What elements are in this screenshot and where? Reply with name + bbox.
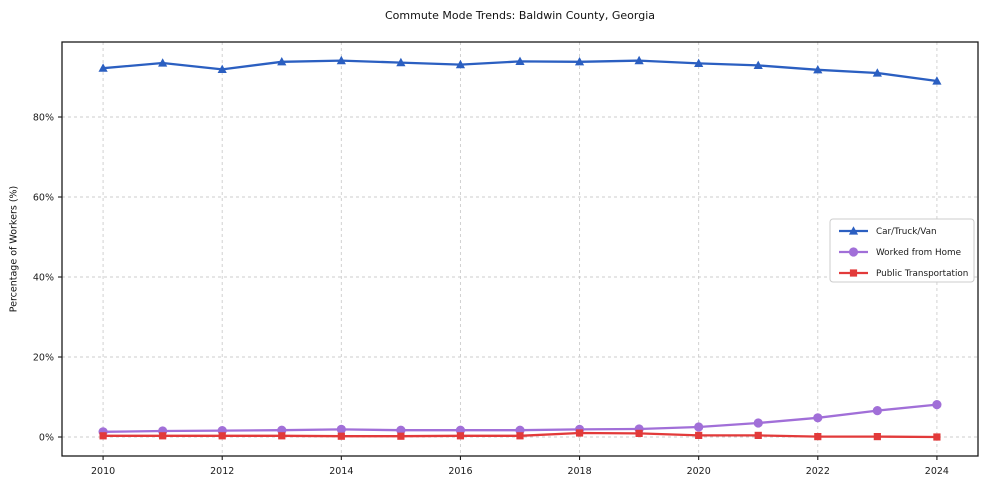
y-tick-label: 60% (33, 192, 54, 203)
legend-item-public-transportation: Public Transportation (839, 269, 968, 279)
x-tick-label: 2018 (567, 466, 591, 477)
data-point-marker (98, 63, 108, 72)
x-tick-labels: 2010 2012 2014 2016 2018 2020 2022 2024 (91, 466, 949, 477)
square-marker-icon (849, 269, 858, 277)
data-point-marker (872, 406, 882, 416)
data-point-marker (218, 432, 226, 440)
data-point-marker (278, 432, 286, 440)
plot-background (62, 42, 978, 456)
legend-label: Car/Truck/Van (876, 227, 937, 237)
data-point-marker (575, 429, 584, 437)
data-point-marker (753, 60, 763, 69)
axes-frame (61, 41, 979, 457)
data-point-marker (814, 433, 822, 441)
y-tick-label: 20% (33, 352, 54, 363)
data-point-marker (932, 76, 942, 85)
data-point-marker (754, 431, 762, 439)
legend: Car/Truck/Van Worked from Home Public Tran… (829, 218, 975, 283)
series-public-transportation (99, 429, 941, 441)
y-tick-labels: 0% 20% 40% 60% 80% (33, 112, 54, 443)
data-point-marker (396, 425, 406, 435)
data-point-marker (695, 431, 703, 439)
x-tick-label: 2012 (210, 466, 234, 477)
data-point-marker (813, 65, 823, 74)
data-point-marker (158, 58, 168, 67)
y-tick-label: 80% (33, 112, 54, 123)
circle-marker-icon (848, 247, 859, 257)
data-point-marker (873, 433, 881, 441)
x-tick-label: 2024 (925, 466, 949, 477)
y-tick-label: 40% (33, 272, 54, 283)
data-point-marker (456, 432, 465, 440)
x-tick-label: 2020 (687, 466, 711, 477)
data-point-marker (516, 432, 524, 440)
data-point-marker (159, 432, 167, 440)
y-tick-label: 0% (39, 432, 54, 443)
data-point-marker (872, 68, 882, 77)
legend-label: Public Transportation (876, 269, 968, 279)
data-point-marker (99, 432, 107, 440)
legend-item-worked-from-home: Worked from Home (839, 247, 961, 258)
x-tick-label: 2016 (448, 466, 472, 477)
data-point-marker (813, 413, 823, 423)
data-point-marker (634, 55, 644, 65)
data-point-marker (396, 57, 406, 67)
data-point-marker (397, 432, 405, 440)
data-point-marker (694, 58, 704, 67)
legend-item-car-truck-van: Car/Truck/Van (839, 226, 937, 237)
triangle-marker-icon (848, 226, 859, 235)
data-point-marker (932, 400, 942, 410)
legend-box (829, 218, 975, 283)
data-point-marker (694, 422, 704, 432)
series-car-truck-van (98, 55, 942, 85)
legend-label: Worked from Home (876, 248, 961, 258)
data-point-marker (635, 429, 643, 437)
data-point-marker (933, 433, 941, 441)
data-point-marker (277, 57, 287, 66)
data-point-marker (337, 432, 345, 440)
x-tick-label: 2010 (91, 466, 115, 477)
chart-title: Commute Mode Trends: Baldwin County, Geo… (384, 9, 656, 22)
data-point-marker (336, 55, 346, 65)
x-tick-label: 2022 (806, 466, 830, 477)
data-point-marker (515, 56, 525, 65)
data-point-marker (574, 57, 585, 66)
data-point-marker (455, 59, 466, 69)
data-point-marker (336, 424, 346, 434)
data-point-marker (217, 64, 227, 73)
tick-marks (58, 116, 938, 460)
x-tick-label: 2014 (329, 466, 353, 477)
data-point-marker (753, 418, 763, 428)
